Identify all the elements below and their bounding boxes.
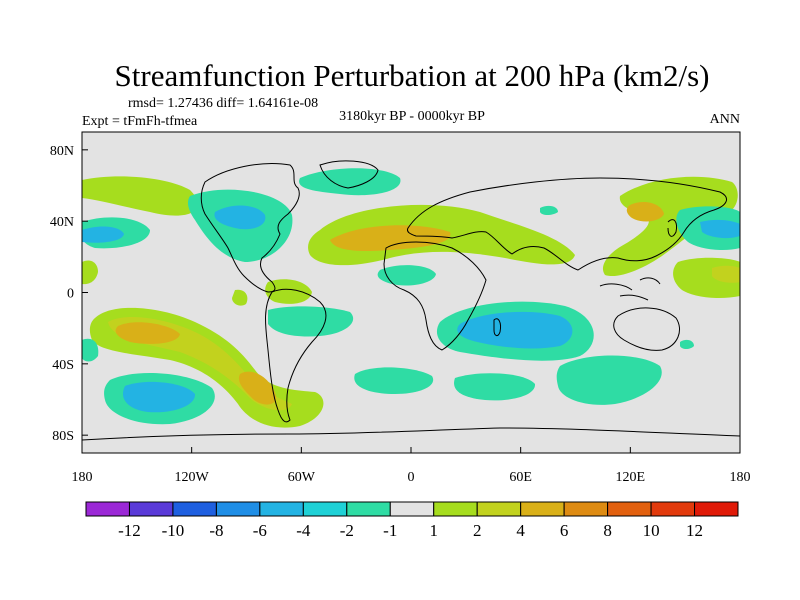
anomaly-atlantic-europe-core (330, 225, 451, 251)
colorbar-label: 4 (516, 521, 525, 540)
colorbar-label: -6 (253, 521, 267, 540)
coast-indonesia (599, 277, 661, 301)
season-label: ANN (710, 112, 740, 127)
colorbar-swatch (389, 501, 435, 517)
colorbar: -12 -10 -8 -6 -4 -2 -1 1 2 4 6 8 10 12 (85, 501, 739, 540)
y-tick-label: 40S (52, 358, 74, 373)
chart-title: Streamfunction Perturbation at 200 hPa (… (115, 58, 710, 93)
colorbar-label: -1 (383, 521, 397, 540)
anomaly-south-dateline (82, 338, 99, 362)
colorbar-swatch (650, 501, 696, 517)
anomaly-south-pacific-low-core (122, 381, 196, 413)
anomaly-southern-indian (454, 373, 536, 401)
coast-greenland (319, 160, 379, 189)
x-tick-label: 180 (730, 470, 751, 485)
colorbar-swatch (563, 501, 609, 517)
x-tick-label: 60W (288, 470, 316, 485)
y-tick-label: 80S (52, 429, 74, 444)
colorbar-swatch (128, 501, 174, 517)
coastlines (82, 160, 740, 441)
stats-label: rmsd= 1.27436 diff= 1.64161e-08 (128, 96, 318, 111)
anomaly-west-pacific-core (700, 219, 740, 239)
y-axis: 80N 40N 0 40S 80S (50, 144, 88, 444)
anomaly-south-atlantic-low (354, 367, 434, 394)
coast-madagascar (493, 318, 501, 337)
anomaly-east-pacific-core (82, 226, 124, 243)
x-tick-label: 120W (175, 470, 210, 485)
coast-africa (383, 241, 487, 351)
colorbar-swatch (433, 501, 478, 517)
anomaly-tropical-pacific-east (232, 289, 248, 306)
colorbar-swatch (215, 501, 261, 517)
anomaly-east-asia (602, 176, 738, 277)
colorbar-label: 12 (686, 521, 703, 540)
anomaly-dateline-north (82, 260, 98, 285)
colorbar-swatch (259, 501, 304, 517)
colorbar-label: 1 (429, 521, 438, 540)
anomaly-tropical-africa (377, 265, 436, 286)
colorbar-label: 6 (560, 521, 569, 540)
y-tick-label: 40N (50, 215, 74, 230)
x-tick-label: 120E (616, 470, 646, 485)
colorbar-swatch (302, 501, 348, 517)
colorbar-swatch (85, 501, 130, 517)
colorbar-label: -12 (118, 521, 141, 540)
anomaly-southwest-pacific (680, 339, 694, 349)
x-tick-label: 60E (509, 470, 532, 485)
anomaly-indian-ocean-core (457, 311, 573, 349)
coast-japan (667, 219, 677, 237)
colorbar-label: -8 (209, 521, 223, 540)
coast-antarctica (82, 427, 740, 441)
colorbar-swatch (520, 501, 565, 517)
anomaly-tropical-west-pacific-core (712, 265, 740, 283)
colorbar-label: -4 (296, 521, 311, 540)
colorbar-swatch (476, 501, 522, 517)
colorbar-swatch (607, 501, 652, 517)
anomaly-southern-australia (556, 355, 662, 405)
x-tick-label: 0 (408, 470, 415, 485)
x-tick-label: 180 (72, 470, 93, 485)
colorbar-swatch (694, 501, 739, 517)
colorbar-swatch (172, 501, 217, 517)
colorbar-swatch (346, 501, 391, 517)
anomaly-tropical-america (265, 279, 312, 304)
anomaly-east-asia-core (626, 201, 664, 222)
anomaly-south-america-core (238, 371, 277, 405)
anomaly-arctic-siberia (540, 205, 558, 215)
colorbar-label: -2 (340, 521, 354, 540)
anomaly-south-america-low (268, 306, 354, 337)
colorbar-label: 10 (643, 521, 660, 540)
period-label: 3180kyr BP - 0000kyr BP (339, 109, 485, 124)
coast-north-america (200, 163, 300, 293)
y-tick-label: 80N (50, 144, 74, 159)
colorbar-label: 2 (473, 521, 482, 540)
anomaly-north-america-core (214, 205, 266, 230)
y-tick-label: 0 (67, 287, 74, 302)
anomaly-south-pacific-core (115, 322, 180, 344)
x-axis: 180 120W 60W 0 60E 120E 180 (72, 447, 751, 485)
coast-australia (613, 307, 680, 351)
anomaly-north-pacific (82, 176, 198, 216)
coast-south-america (265, 288, 327, 423)
colorbar-label: 8 (603, 521, 612, 540)
experiment-label: Expt = tFmFh-tfmea (82, 114, 198, 129)
colorbar-label: -10 (162, 521, 185, 540)
coast-eurasia (407, 177, 728, 271)
